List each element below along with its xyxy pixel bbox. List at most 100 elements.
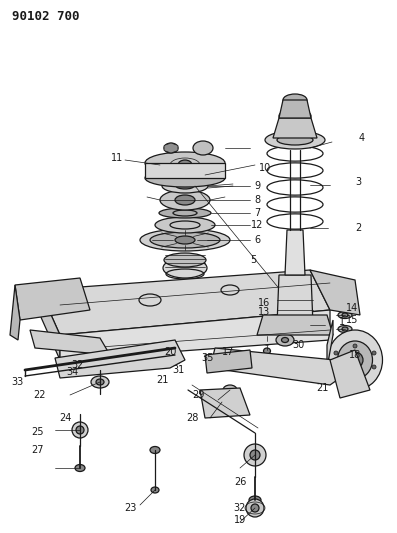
- Polygon shape: [327, 320, 333, 368]
- Ellipse shape: [283, 94, 307, 106]
- Polygon shape: [257, 315, 333, 335]
- Polygon shape: [205, 350, 252, 373]
- Text: 6: 6: [254, 235, 260, 245]
- Ellipse shape: [140, 229, 230, 251]
- Text: 19: 19: [234, 515, 246, 525]
- Text: 90102 700: 90102 700: [12, 10, 79, 23]
- Ellipse shape: [264, 330, 270, 336]
- Ellipse shape: [334, 351, 338, 355]
- Text: 16: 16: [258, 298, 270, 308]
- Polygon shape: [210, 348, 340, 385]
- Ellipse shape: [178, 160, 192, 170]
- Ellipse shape: [75, 464, 85, 472]
- Ellipse shape: [271, 326, 279, 330]
- Ellipse shape: [372, 351, 376, 355]
- Ellipse shape: [342, 313, 348, 317]
- Text: 20: 20: [164, 347, 176, 357]
- Ellipse shape: [151, 487, 159, 493]
- Text: 18: 18: [349, 350, 361, 360]
- Ellipse shape: [338, 311, 352, 319]
- Text: 29: 29: [192, 390, 204, 400]
- Ellipse shape: [250, 450, 260, 460]
- Text: 26: 26: [234, 477, 246, 487]
- Text: 10: 10: [259, 163, 271, 173]
- Text: 13: 13: [258, 307, 270, 317]
- Text: 21: 21: [316, 383, 328, 393]
- Ellipse shape: [281, 337, 289, 343]
- Ellipse shape: [72, 422, 88, 438]
- Polygon shape: [310, 270, 360, 315]
- Ellipse shape: [264, 339, 270, 345]
- Text: 15: 15: [346, 315, 358, 325]
- Polygon shape: [145, 163, 225, 178]
- Ellipse shape: [145, 169, 225, 187]
- Polygon shape: [60, 310, 330, 360]
- Ellipse shape: [59, 361, 81, 375]
- Text: 24: 24: [59, 413, 71, 423]
- Text: 1: 1: [339, 317, 345, 327]
- Text: 35: 35: [202, 353, 214, 363]
- Ellipse shape: [265, 131, 325, 149]
- Ellipse shape: [175, 236, 195, 244]
- Polygon shape: [273, 118, 317, 138]
- Ellipse shape: [277, 135, 313, 145]
- Text: 12: 12: [251, 220, 263, 230]
- Ellipse shape: [169, 356, 181, 364]
- Text: 7: 7: [254, 208, 260, 218]
- Text: 2: 2: [355, 223, 361, 233]
- Text: 32: 32: [72, 360, 84, 370]
- Ellipse shape: [212, 395, 232, 409]
- Polygon shape: [279, 100, 311, 118]
- Text: 34: 34: [66, 367, 78, 377]
- Text: 31: 31: [172, 365, 184, 375]
- Ellipse shape: [342, 327, 348, 331]
- Ellipse shape: [353, 372, 357, 376]
- Ellipse shape: [76, 426, 84, 434]
- Polygon shape: [200, 388, 250, 418]
- Ellipse shape: [334, 365, 338, 369]
- Ellipse shape: [347, 352, 363, 368]
- Text: 8: 8: [254, 195, 260, 205]
- Text: 5: 5: [250, 255, 256, 265]
- Ellipse shape: [150, 232, 220, 248]
- Ellipse shape: [164, 143, 178, 153]
- Ellipse shape: [218, 399, 226, 405]
- Ellipse shape: [150, 447, 160, 454]
- Text: 21: 21: [156, 375, 168, 385]
- Ellipse shape: [328, 330, 382, 390]
- Text: 27: 27: [32, 445, 44, 455]
- Ellipse shape: [276, 334, 294, 346]
- Polygon shape: [40, 270, 330, 335]
- Polygon shape: [40, 290, 60, 360]
- Ellipse shape: [244, 444, 266, 466]
- Ellipse shape: [264, 348, 270, 354]
- Ellipse shape: [163, 258, 207, 278]
- Ellipse shape: [353, 344, 357, 348]
- Ellipse shape: [162, 179, 208, 193]
- Ellipse shape: [176, 183, 194, 189]
- Ellipse shape: [246, 499, 264, 517]
- Ellipse shape: [96, 379, 104, 385]
- Polygon shape: [164, 143, 178, 153]
- Ellipse shape: [279, 109, 311, 123]
- Text: 9: 9: [254, 181, 260, 191]
- Polygon shape: [330, 350, 370, 398]
- Ellipse shape: [249, 496, 261, 504]
- Ellipse shape: [193, 141, 213, 155]
- Ellipse shape: [145, 152, 225, 174]
- Ellipse shape: [175, 195, 195, 205]
- Text: 3: 3: [355, 177, 361, 187]
- Ellipse shape: [304, 371, 316, 379]
- Text: 23: 23: [124, 503, 136, 513]
- Text: 11: 11: [111, 153, 123, 163]
- Polygon shape: [10, 285, 20, 340]
- Polygon shape: [15, 278, 90, 320]
- Polygon shape: [285, 230, 305, 275]
- Polygon shape: [55, 340, 185, 378]
- Ellipse shape: [155, 217, 215, 233]
- Ellipse shape: [160, 190, 210, 210]
- Text: 30: 30: [292, 340, 304, 350]
- Ellipse shape: [338, 326, 352, 333]
- Polygon shape: [30, 330, 110, 355]
- Ellipse shape: [223, 385, 237, 395]
